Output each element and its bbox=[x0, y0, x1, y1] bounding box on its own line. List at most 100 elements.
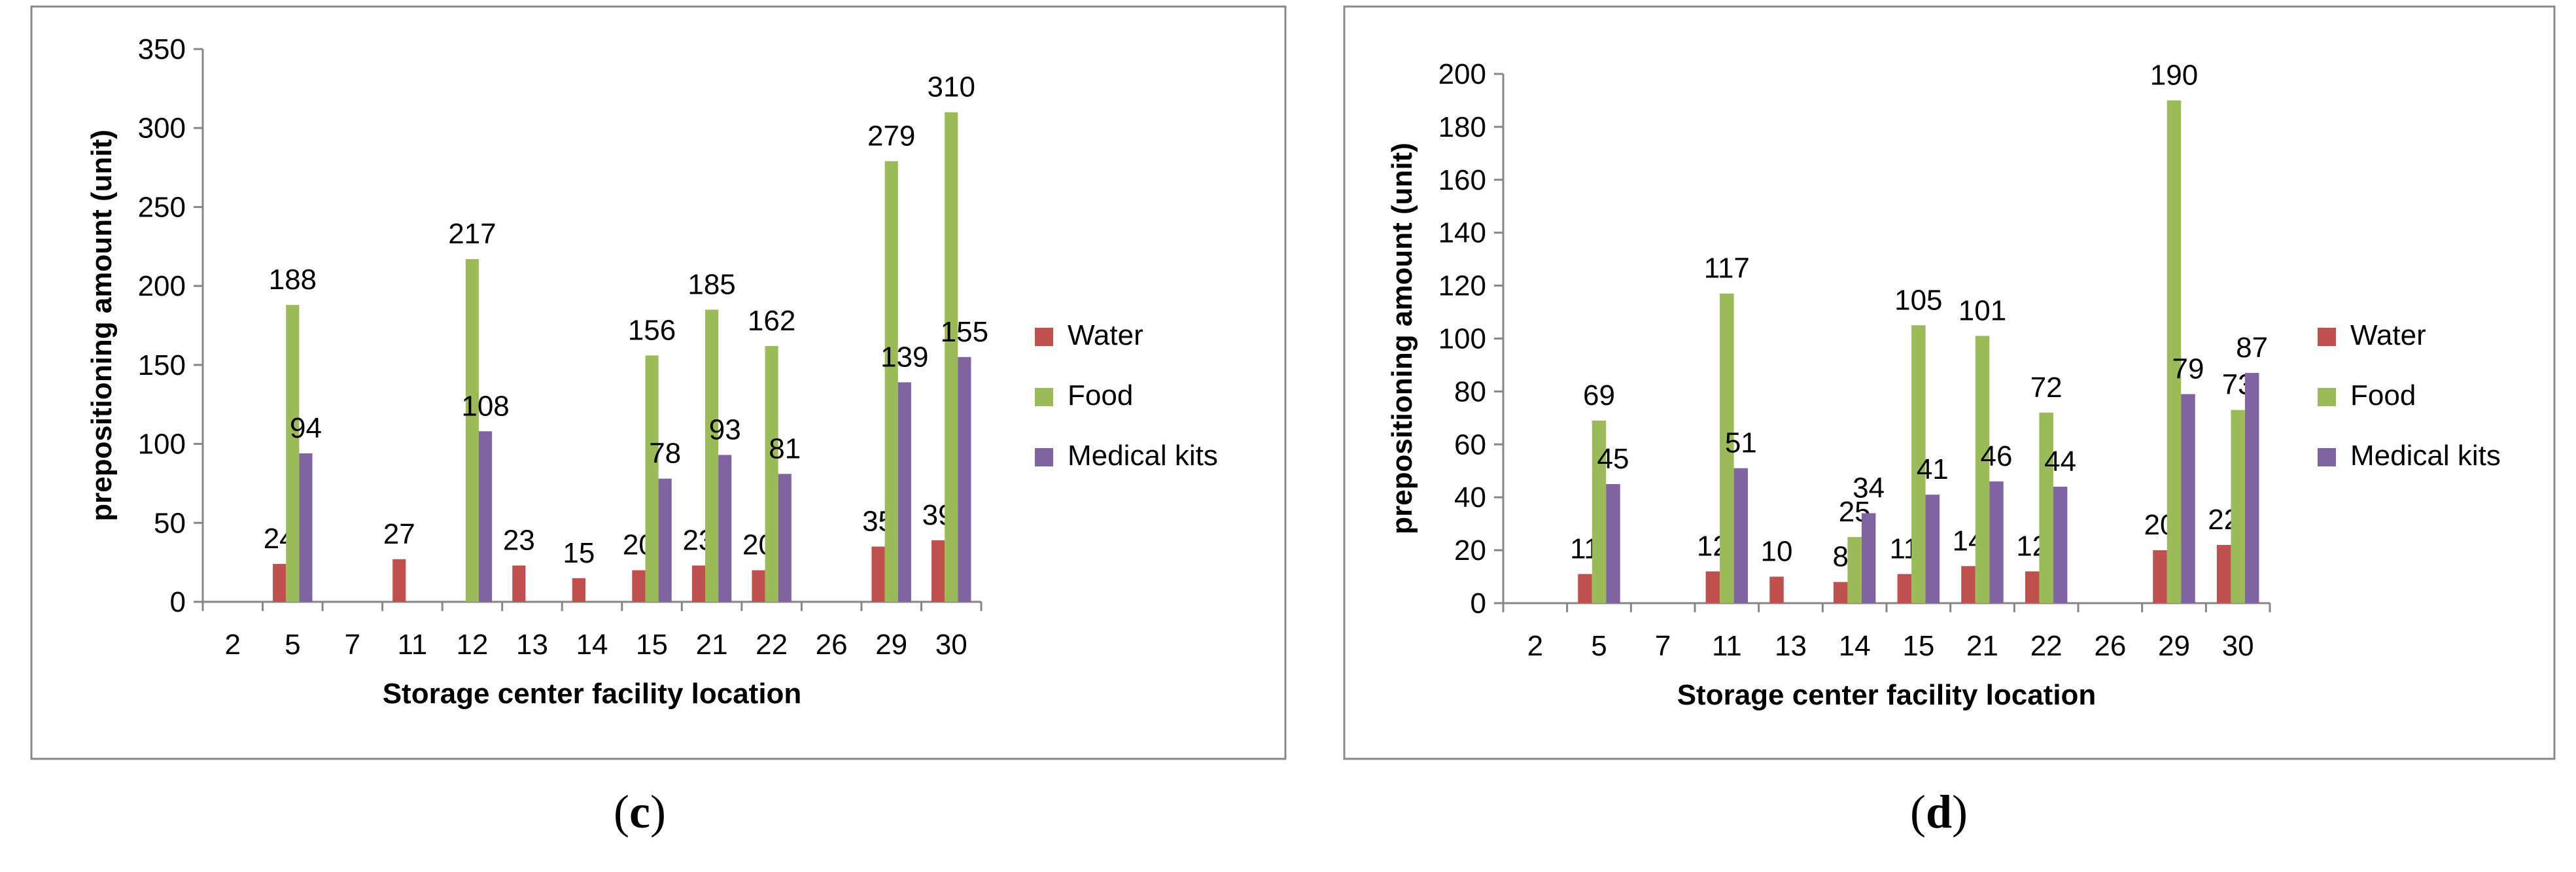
data-label: 94 bbox=[290, 412, 322, 444]
data-label: 34 bbox=[1853, 472, 1885, 504]
bar-food bbox=[1975, 336, 1990, 603]
legend-label: Food bbox=[2350, 379, 2416, 411]
data-label: 117 bbox=[1704, 253, 1750, 285]
y-tick-label: 0 bbox=[170, 586, 186, 618]
data-label: 105 bbox=[1894, 284, 1942, 316]
data-label: 93 bbox=[709, 413, 741, 445]
bar-food bbox=[465, 259, 479, 602]
data-label: 279 bbox=[867, 120, 915, 152]
caption-c: (c) bbox=[614, 786, 666, 838]
x-tick-label: 13 bbox=[1775, 630, 1807, 662]
bar-water bbox=[691, 565, 706, 602]
chart-c: 0 50 100 150 200 250 300 350 2 5 7 11 12 13 14 15 21 22 26… bbox=[30, 5, 1287, 760]
bar-water bbox=[2153, 550, 2167, 603]
y-tick-label: 160 bbox=[1438, 164, 1486, 196]
legend-label: Food bbox=[1068, 379, 1133, 411]
data-label: 69 bbox=[1583, 379, 1615, 411]
bar-food bbox=[2167, 100, 2182, 603]
bar-water bbox=[392, 559, 406, 602]
data-label: 190 bbox=[2150, 59, 2198, 91]
y-tick-label: 250 bbox=[138, 191, 186, 223]
bar-food bbox=[645, 355, 659, 602]
x-tick-label: 12 bbox=[456, 629, 488, 661]
caption-d-letter: d bbox=[1925, 786, 1953, 838]
bar-water bbox=[572, 578, 585, 602]
x-tick-label: 2 bbox=[1527, 630, 1543, 662]
x-tick-label: 14 bbox=[576, 629, 608, 661]
y-tick-label: 60 bbox=[1454, 428, 1486, 461]
x-tick-label: 22 bbox=[2030, 630, 2063, 662]
bar-food bbox=[765, 345, 778, 602]
bar-water bbox=[273, 564, 287, 602]
x-tick-label: 11 bbox=[1712, 630, 1742, 662]
bar-water bbox=[931, 540, 945, 602]
y-tick-label: 0 bbox=[1471, 587, 1486, 619]
bar-water bbox=[2216, 545, 2231, 603]
x-tick-label: 15 bbox=[1902, 630, 1934, 662]
bar-water bbox=[1833, 582, 1848, 603]
y-axis-title: prepositioning amount (unit) bbox=[1386, 143, 1418, 534]
bar-medical-kits bbox=[1733, 468, 1749, 603]
bar-food bbox=[1592, 420, 1607, 603]
bar-water bbox=[1769, 576, 1784, 603]
data-label: 217 bbox=[448, 218, 496, 250]
legend-label: Water bbox=[2350, 319, 2426, 351]
bar-water bbox=[871, 546, 885, 602]
legend-swatch-food bbox=[1035, 388, 1053, 406]
data-label: 10 bbox=[1761, 536, 1793, 568]
bar-food bbox=[2039, 412, 2053, 603]
legend-swatch-medical-kits bbox=[2318, 448, 2336, 466]
x-tick-label: 7 bbox=[345, 629, 360, 661]
data-label: 78 bbox=[649, 438, 681, 470]
bar-water bbox=[632, 570, 646, 602]
legend-swatch-food bbox=[2318, 388, 2336, 406]
y-tick-label: 100 bbox=[138, 428, 186, 461]
data-label: 162 bbox=[748, 305, 795, 337]
x-tick-label: 5 bbox=[1591, 630, 1607, 662]
y-tick-label: 200 bbox=[138, 270, 186, 302]
y-tick-label: 180 bbox=[1438, 111, 1486, 143]
bar-water bbox=[2025, 571, 2040, 603]
data-label: 156 bbox=[628, 314, 676, 346]
y-tick-label: 20 bbox=[1454, 534, 1486, 567]
data-label: 185 bbox=[688, 268, 735, 300]
bar-medical-kits bbox=[1925, 495, 1940, 603]
y-tick-label: 350 bbox=[138, 33, 186, 65]
x-tick-label: 2 bbox=[225, 629, 241, 661]
legend-label: Medical kits bbox=[2350, 440, 2501, 472]
bar-food bbox=[2231, 410, 2245, 603]
data-label: 101 bbox=[1958, 294, 2006, 326]
x-tick-label: 14 bbox=[1839, 630, 1871, 662]
bar-food bbox=[945, 112, 958, 602]
x-tick-label: 22 bbox=[756, 629, 788, 661]
y-tick-label: 150 bbox=[138, 349, 186, 381]
bar-food bbox=[1720, 293, 1734, 603]
x-tick-label: 13 bbox=[516, 629, 548, 661]
x-tick-label: 29 bbox=[2158, 630, 2190, 662]
x-axis-title: Storage center facility location bbox=[1677, 679, 2097, 711]
bar-water bbox=[752, 570, 765, 602]
y-tick-label: 140 bbox=[1438, 217, 1486, 249]
bar-medical-kits bbox=[1606, 483, 1620, 603]
legend-swatch-medical-kits bbox=[1035, 448, 1053, 466]
x-tick-label: 21 bbox=[696, 629, 728, 661]
chart-frame bbox=[1343, 5, 2556, 760]
bar-water bbox=[1578, 574, 1592, 603]
legend-swatch-water bbox=[1035, 328, 1053, 346]
data-label: 44 bbox=[2044, 445, 2076, 478]
caption-d: (d) bbox=[1910, 786, 1968, 838]
bar-food bbox=[286, 305, 300, 602]
y-tick-label: 300 bbox=[138, 113, 186, 145]
bar-water bbox=[512, 565, 526, 602]
bar-food bbox=[1911, 325, 1926, 603]
bar-medical-kits bbox=[2053, 487, 2068, 603]
bar-medical-kits bbox=[778, 474, 792, 602]
bar-medical-kits bbox=[958, 357, 971, 602]
data-label: 27 bbox=[383, 518, 415, 550]
bar-medical-kits bbox=[2244, 373, 2259, 603]
legend-label: Medical kits bbox=[1068, 440, 1218, 472]
caption-c-letter: c bbox=[629, 786, 650, 838]
bar-medical-kits bbox=[299, 453, 313, 602]
data-label: 23 bbox=[503, 524, 535, 556]
